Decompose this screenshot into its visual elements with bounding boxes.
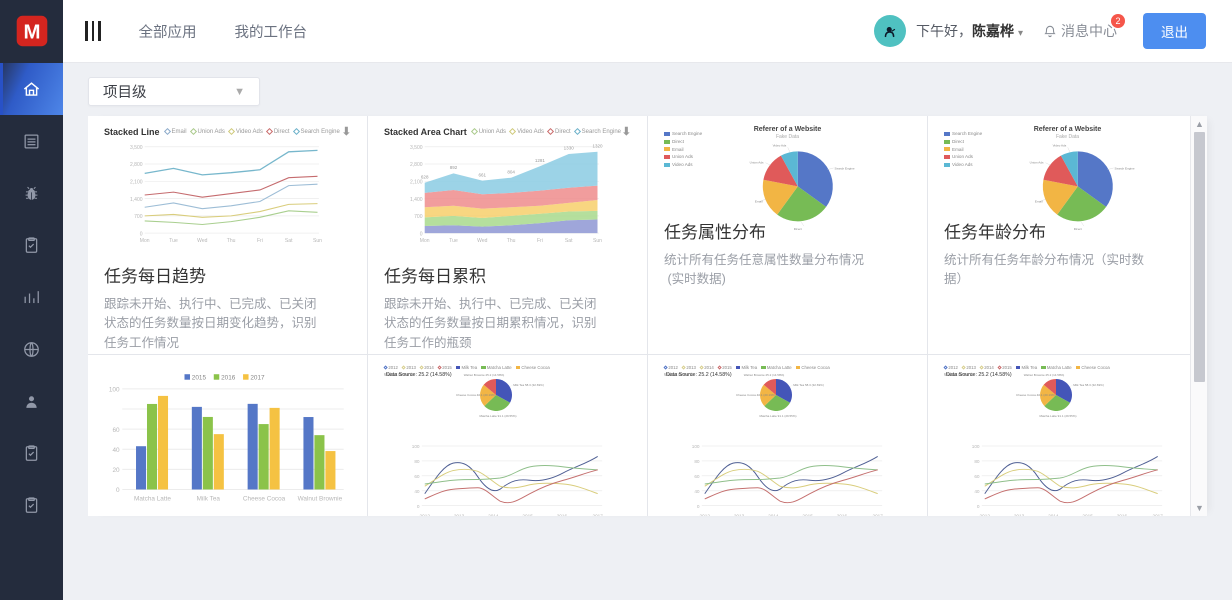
svg-text:0: 0 [140,231,143,237]
svg-text:100: 100 [109,387,120,394]
svg-text:Milk Tea 58.3 (32.69%): Milk Tea 58.3 (32.69%) [793,382,824,386]
svg-text:Tue: Tue [449,238,458,244]
svg-text:Cheese Cocoa 40.1 (20.19%): Cheese Cocoa 40.1 (20.19%) [1016,393,1056,397]
svg-text:100: 100 [972,444,980,449]
svg-text:2012: 2012 [700,513,711,516]
svg-text:80: 80 [974,459,980,464]
svg-text:2,800: 2,800 [410,162,423,168]
svg-text:0: 0 [116,487,120,494]
svg-text:Fri: Fri [537,238,543,244]
svg-text:Wed: Wed [477,238,487,244]
svg-text:628: 628 [421,174,429,179]
svg-text:Milk Tea 58.3 (32.69%): Milk Tea 58.3 (32.69%) [513,382,544,386]
svg-text:2017: 2017 [250,375,265,382]
svg-text:0: 0 [697,503,700,508]
svg-text:3,500: 3,500 [410,145,423,151]
svg-text:Sat: Sat [565,238,573,244]
svg-text:661: 661 [479,172,487,177]
svg-text:Email: Email [1035,200,1043,204]
svg-text:Milk Tea: Milk Tea [197,495,221,502]
svg-text:2015: 2015 [192,375,207,382]
svg-text:Email: Email [755,200,763,204]
svg-text:Milk Tea 58.3 (32.69%): Milk Tea 58.3 (32.69%) [1073,382,1104,386]
svg-text:Direct: Direct [794,227,802,231]
svg-text:Sat: Sat [285,238,293,244]
svg-text:40: 40 [974,488,980,493]
svg-text:2014: 2014 [768,513,779,516]
svg-text:700: 700 [414,214,423,220]
svg-text:0: 0 [417,503,420,508]
svg-text:2015: 2015 [1082,513,1093,516]
svg-text:Fri: Fri [257,238,263,244]
svg-text:2012: 2012 [980,513,991,516]
svg-text:2017: 2017 [872,513,883,516]
svg-text:Union Ads: Union Ads [1030,161,1044,165]
svg-text:1320: 1320 [592,143,603,148]
svg-text:Matcha Latte 91.1 (29.55%): Matcha Latte 91.1 (29.55%) [479,414,516,418]
svg-text:Cheese Cocoa: Cheese Cocoa [243,495,286,502]
svg-text:Cheese Cocoa 40.1 (20.19%): Cheese Cocoa 40.1 (20.19%) [736,393,776,397]
svg-text:Wed: Wed [197,238,207,244]
svg-text:Sun: Sun [313,238,322,244]
svg-text:2015: 2015 [802,513,813,516]
svg-text:40: 40 [694,488,700,493]
svg-text:Thu: Thu [227,238,236,244]
svg-text:40: 40 [414,488,420,493]
svg-text:2012: 2012 [420,513,431,516]
svg-text:Matcha Latte 91.1 (29.55%): Matcha Latte 91.1 (29.55%) [1039,414,1076,418]
svg-text:Sun: Sun [593,238,602,244]
svg-text:80: 80 [694,459,700,464]
svg-text:2017: 2017 [1152,513,1163,516]
svg-text:2017: 2017 [592,513,603,516]
svg-text:2014: 2014 [1048,513,1059,516]
svg-text:60: 60 [694,474,700,479]
svg-text:1,400: 1,400 [410,197,423,203]
svg-text:2014: 2014 [488,513,499,516]
svg-text:100: 100 [692,444,700,449]
svg-text:2,100: 2,100 [130,179,143,185]
svg-text:Matcha Latte 91.1 (29.55%): Matcha Latte 91.1 (29.55%) [759,414,796,418]
svg-text:Direct: Direct [1074,227,1082,231]
svg-text:2,100: 2,100 [410,179,423,185]
svg-text:2013: 2013 [454,513,465,516]
svg-text:2016: 2016 [1117,513,1128,516]
svg-text:Tue: Tue [169,238,178,244]
svg-text:60: 60 [974,474,980,479]
svg-text:60: 60 [414,474,420,479]
svg-text:892: 892 [450,165,458,170]
svg-text:Matcha Latte: Matcha Latte [134,495,171,502]
svg-text:Search Engine: Search Engine [835,166,855,170]
svg-text:0: 0 [420,231,423,237]
svg-text:Video Ads: Video Ads [1053,144,1067,148]
svg-text:80: 80 [414,459,420,464]
svg-text:Mon: Mon [140,238,150,244]
svg-text:3,500: 3,500 [130,145,143,151]
svg-text:0: 0 [977,503,980,508]
svg-text:Video Ads: Video Ads [773,144,787,148]
svg-text:Union Ads: Union Ads [750,161,764,165]
svg-text:804: 804 [507,169,515,174]
svg-text:20: 20 [112,467,120,474]
svg-text:Cheese Cocoa 40.1 (20.19%): Cheese Cocoa 40.1 (20.19%) [456,393,496,397]
svg-text:2016: 2016 [221,375,236,382]
svg-text:2016: 2016 [557,513,568,516]
svg-text:2,800: 2,800 [130,162,143,168]
svg-text:1,400: 1,400 [130,197,143,203]
svg-text:60: 60 [112,427,120,434]
svg-text:1330: 1330 [564,146,575,151]
svg-text:2013: 2013 [734,513,745,516]
svg-text:Mon: Mon [420,238,430,244]
svg-text:700: 700 [134,214,143,220]
svg-text:Search Engine: Search Engine [1115,166,1135,170]
svg-text:2016: 2016 [837,513,848,516]
svg-text:M: M [23,22,40,44]
svg-text:2013: 2013 [1014,513,1025,516]
svg-text:Thu: Thu [507,238,516,244]
svg-text:2015: 2015 [522,513,533,516]
svg-text:100: 100 [412,444,420,449]
svg-text:1281: 1281 [535,158,546,163]
svg-text:Walnut Brownie: Walnut Brownie [298,495,343,502]
svg-text:40: 40 [112,447,120,454]
